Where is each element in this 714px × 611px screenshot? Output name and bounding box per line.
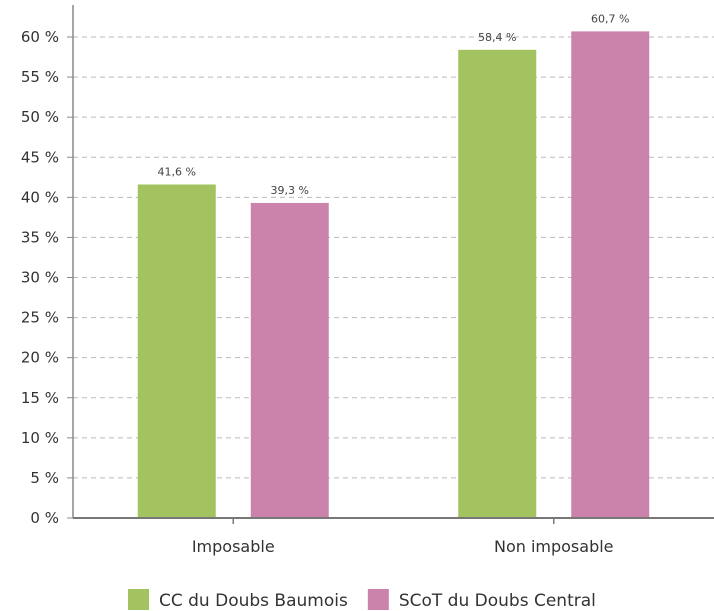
data-label: 60,7 %: [591, 12, 629, 25]
legend-swatch: [128, 589, 149, 610]
bar: [250, 202, 329, 518]
y-tick-label: 15 %: [21, 389, 59, 407]
y-tick-label: 25 %: [21, 309, 59, 327]
y-tick-label: 55 %: [21, 68, 59, 86]
y-tick-label: 40 %: [21, 188, 59, 206]
data-label: 39,3 %: [271, 184, 309, 197]
bar: [458, 49, 537, 519]
y-tick-label: 35 %: [21, 228, 59, 246]
bar: [571, 31, 650, 518]
legend-swatch: [367, 589, 389, 610]
data-label: 58,4 %: [478, 31, 516, 44]
y-tick-label: 60 %: [21, 28, 59, 46]
y-tick-label: 0 %: [30, 509, 59, 527]
y-tick-label: 5 %: [30, 469, 59, 487]
y-tick-label: 30 %: [21, 269, 59, 287]
bar: [137, 184, 216, 519]
y-tick-label: 10 %: [21, 429, 59, 447]
y-tick-label: 50 %: [21, 108, 59, 126]
x-category-label: Imposable: [192, 537, 275, 556]
legend: CC du Doubs Baumois SCoT du Doubs Central: [128, 589, 596, 611]
legend-label: SCoT du Doubs Central: [399, 591, 596, 611]
data-label: 41,6 %: [158, 166, 196, 179]
y-tick-label: 45 %: [21, 148, 59, 166]
x-category-label: Non imposable: [494, 537, 614, 556]
bars: [137, 31, 650, 519]
axes: [72, 5, 714, 519]
data-labels: 41,6 % 39,3 % 58,4 % 60,7 %: [158, 12, 630, 197]
x-axis-categories: Imposable Non imposable: [192, 518, 614, 556]
y-axis-ticks: 0 % 5 % 10 % 15 % 20 % 25 % 30 % 35 % 40 % 45 % 50…: [21, 28, 73, 527]
y-tick-label: 20 %: [21, 349, 59, 367]
legend-label: CC du Doubs Baumois: [159, 591, 348, 611]
